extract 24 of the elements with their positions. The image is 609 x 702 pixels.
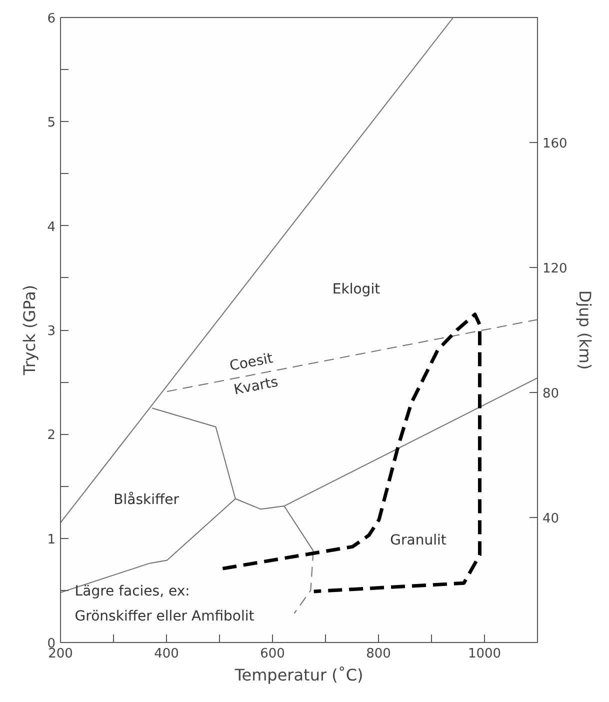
annotation: Kvarts (232, 374, 280, 398)
y2-tick-label: 80 (542, 386, 560, 402)
y-tick-label: 3 (47, 324, 56, 339)
annotation: Granulit (390, 532, 447, 549)
x-tick-label: 600 (260, 646, 285, 662)
y2-tick-label: 120 (542, 262, 568, 276)
y-tick-label: 6 (47, 12, 56, 26)
x-tick-label: 1000 (468, 646, 502, 662)
annotation: Coesit (228, 350, 275, 374)
y-tick-label: 2 (47, 428, 56, 444)
annotation: Blåskiffer (114, 491, 180, 508)
y-tick-label: 5 (47, 116, 56, 131)
x-tick-label: 400 (154, 646, 179, 662)
y2-tick-label: 40 (542, 512, 560, 526)
y-tick-label: 1 (47, 532, 56, 548)
y-tick-label: 4 (47, 220, 56, 235)
y2-tick-label: 160 (542, 136, 568, 152)
x-axis-title: Temperatur (˚C) (234, 666, 364, 684)
x-tick-label: 800 (366, 646, 391, 662)
y2-axis-title: Djup (km) (575, 290, 594, 370)
annotation: Eklogit (332, 281, 381, 298)
y-axis-title: Tryck (GPa) (20, 284, 40, 376)
annotation: Grönskiffer eller Amfibolit (74, 608, 255, 624)
annotation: Lägre facies, ex: (74, 583, 190, 600)
